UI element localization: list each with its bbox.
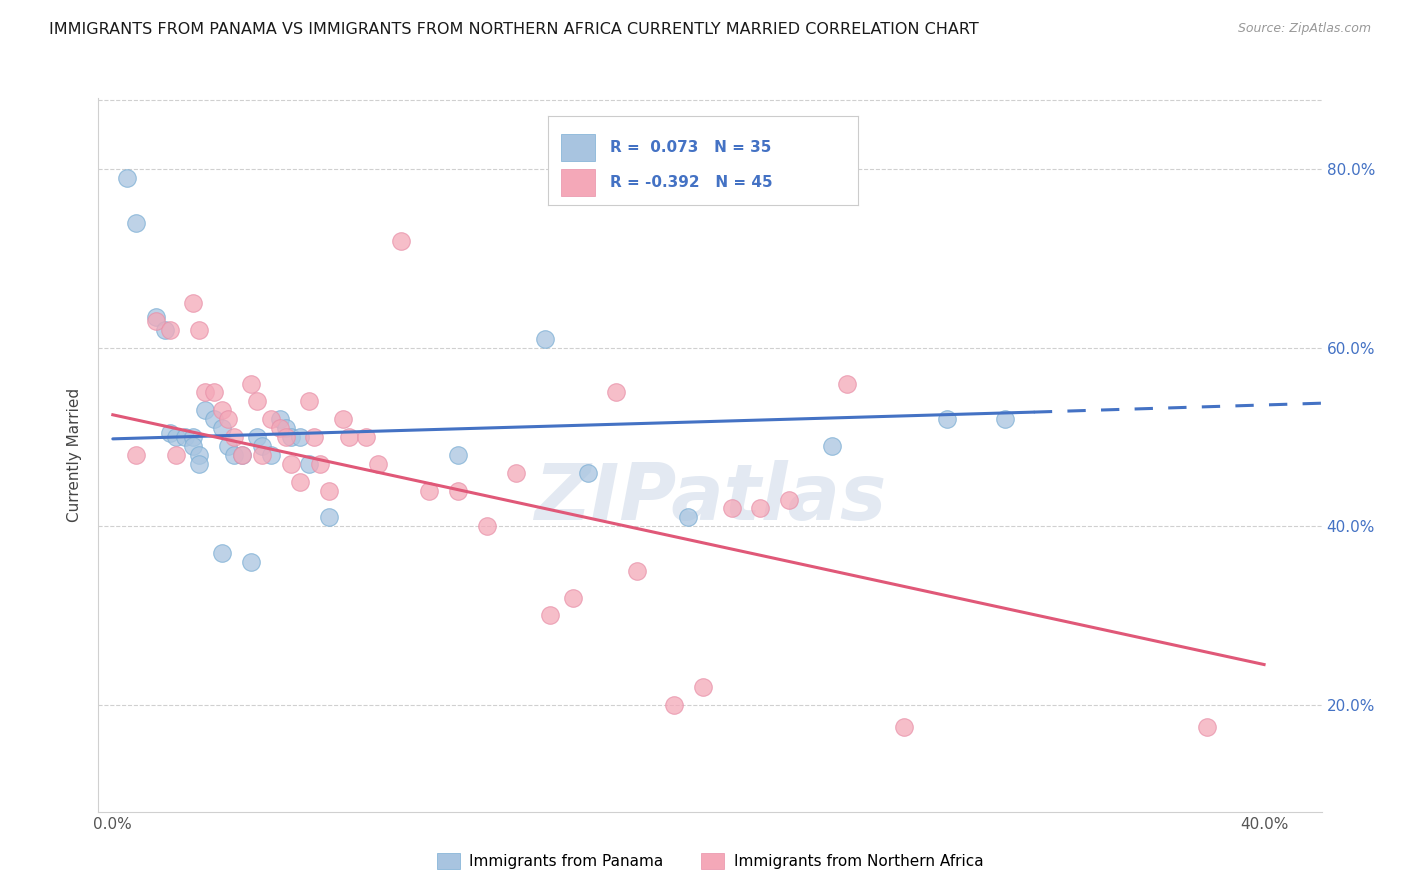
Point (309, 457, 332, 471)
Text: R = -0.392   N = 45: R = -0.392 N = 45 (610, 176, 773, 190)
Point (246, 394, 269, 409)
Point (893, 720, 915, 734)
Point (297, 394, 319, 409)
Point (183, 430, 205, 444)
Point (280, 457, 302, 471)
Point (252, 448, 274, 462)
Point (605, 385, 627, 400)
Point (418, 483, 440, 498)
Point (188, 323, 211, 337)
Point (159, 323, 181, 337)
Point (165, 448, 187, 462)
FancyBboxPatch shape (561, 134, 595, 161)
Point (280, 430, 302, 444)
Point (835, 376, 858, 391)
Point (211, 421, 233, 435)
Point (188, 457, 211, 471)
Point (145, 314, 167, 328)
Point (274, 430, 297, 444)
Point (115, 171, 138, 186)
Point (678, 510, 700, 524)
Point (994, 412, 1017, 426)
Point (217, 412, 239, 426)
Point (188, 448, 211, 462)
Point (153, 323, 176, 337)
Point (211, 546, 233, 560)
Point (217, 439, 239, 453)
Point (692, 680, 714, 694)
Point (173, 430, 195, 444)
Point (159, 425, 181, 440)
Point (125, 216, 148, 230)
Point (337, 430, 360, 444)
Point (183, 296, 205, 310)
Text: R =  0.073   N = 35: R = 0.073 N = 35 (610, 140, 772, 154)
Point (165, 430, 187, 444)
Point (1195, 720, 1218, 734)
Point (202, 412, 225, 426)
Point (125, 448, 148, 462)
Point (145, 310, 167, 324)
Point (447, 483, 470, 498)
Point (662, 698, 685, 712)
Point (821, 439, 844, 453)
Point (260, 412, 283, 426)
Point (269, 412, 291, 426)
Point (389, 234, 412, 248)
Text: Source: ZipAtlas.com: Source: ZipAtlas.com (1237, 22, 1371, 36)
Point (194, 385, 217, 400)
Point (304, 430, 326, 444)
Point (936, 412, 959, 426)
Point (274, 421, 297, 435)
Point (538, 608, 561, 623)
Point (202, 385, 225, 400)
Point (239, 376, 262, 391)
Point (239, 555, 262, 569)
Point (749, 501, 772, 516)
Point (260, 448, 283, 462)
Point (475, 519, 498, 533)
Point (626, 564, 648, 578)
Point (576, 466, 599, 480)
Point (288, 475, 311, 489)
Point (778, 492, 800, 507)
Point (367, 457, 389, 471)
Point (222, 448, 245, 462)
Point (222, 430, 245, 444)
Text: ZIPatlas: ZIPatlas (534, 459, 886, 536)
FancyBboxPatch shape (561, 169, 595, 196)
Point (269, 421, 291, 435)
Point (183, 439, 205, 453)
Point (505, 466, 527, 480)
Point (720, 501, 742, 516)
Point (318, 510, 340, 524)
Point (252, 439, 274, 453)
Point (297, 457, 319, 471)
Point (231, 448, 253, 462)
Point (194, 403, 217, 417)
Point (332, 412, 354, 426)
Point (288, 430, 311, 444)
Point (231, 448, 253, 462)
Point (354, 430, 377, 444)
Point (211, 403, 233, 417)
Y-axis label: Currently Married: Currently Married (67, 388, 83, 522)
Point (318, 483, 340, 498)
Point (246, 430, 269, 444)
Text: IMMIGRANTS FROM PANAMA VS IMMIGRANTS FROM NORTHERN AFRICA CURRENTLY MARRIED CORR: IMMIGRANTS FROM PANAMA VS IMMIGRANTS FRO… (49, 22, 979, 37)
Point (447, 448, 470, 462)
Point (533, 332, 555, 346)
Point (562, 591, 585, 605)
Legend: Immigrants from Panama, Immigrants from Northern Africa: Immigrants from Panama, Immigrants from … (430, 847, 990, 875)
